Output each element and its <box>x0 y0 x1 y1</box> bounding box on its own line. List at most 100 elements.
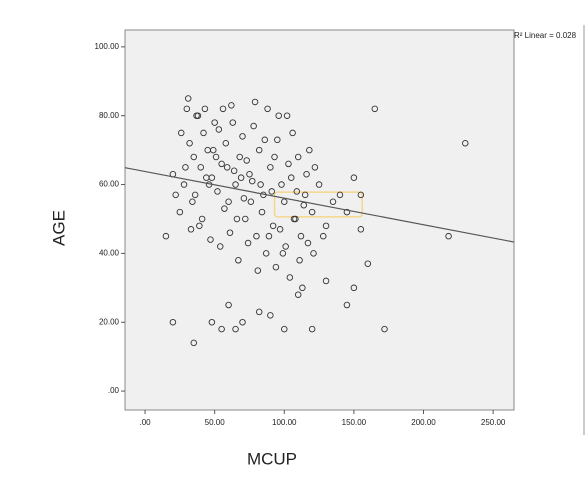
point <box>306 146 313 154</box>
y-tick-label: 20.00 <box>99 317 120 326</box>
x-tick-label: 200.00 <box>411 418 436 427</box>
point <box>197 164 204 171</box>
point <box>445 232 452 240</box>
y-tick-label: 40.00 <box>99 248 120 257</box>
point <box>286 274 294 281</box>
point <box>191 191 199 199</box>
point <box>236 153 243 161</box>
x-tick-label: .00 <box>139 418 151 427</box>
point <box>308 325 316 333</box>
point <box>322 277 330 285</box>
point <box>244 239 252 247</box>
y-tick-label: 100.00 <box>95 42 120 51</box>
point <box>275 112 282 119</box>
point <box>221 205 228 212</box>
point <box>203 174 210 181</box>
fit-annotation: R² Linear = 0.028 <box>514 31 577 40</box>
point <box>381 325 388 333</box>
point <box>320 232 327 240</box>
point <box>283 112 291 119</box>
point <box>226 229 234 236</box>
point <box>315 181 323 188</box>
point <box>279 250 287 257</box>
highlight-box <box>273 191 363 218</box>
point <box>189 198 196 206</box>
point <box>268 188 275 195</box>
point <box>303 170 310 178</box>
point <box>169 318 177 326</box>
point <box>190 339 198 347</box>
point <box>187 226 195 233</box>
point <box>282 243 289 250</box>
point <box>296 257 303 264</box>
point <box>222 139 230 147</box>
y-tick-label: 60.00 <box>99 180 120 189</box>
point <box>180 181 188 188</box>
point <box>228 102 235 109</box>
point <box>267 312 274 319</box>
point <box>297 232 305 240</box>
y-axis-title: AGE <box>49 210 68 246</box>
point <box>218 325 225 333</box>
point <box>336 191 344 199</box>
point <box>246 170 253 178</box>
point <box>196 222 203 230</box>
point <box>225 198 232 206</box>
x-tick-label: 100.00 <box>272 418 297 427</box>
point <box>357 226 365 233</box>
point <box>230 167 238 175</box>
point <box>186 139 193 147</box>
point <box>243 157 250 164</box>
point <box>311 164 319 171</box>
point <box>294 153 302 161</box>
point <box>364 260 372 267</box>
point <box>162 232 170 240</box>
point <box>193 112 200 119</box>
point <box>239 318 246 326</box>
point <box>269 222 277 230</box>
point <box>229 119 237 126</box>
point <box>249 177 256 185</box>
point <box>251 98 259 106</box>
point <box>255 146 263 154</box>
point <box>208 318 216 326</box>
point <box>299 284 306 292</box>
point <box>301 191 309 199</box>
x-axis-title: MCUP <box>247 449 297 468</box>
point <box>218 160 225 168</box>
point <box>274 136 281 144</box>
point <box>310 250 317 257</box>
point <box>350 284 358 292</box>
point <box>285 160 292 168</box>
point <box>343 301 351 309</box>
point <box>215 126 223 133</box>
point <box>290 215 298 223</box>
point <box>265 232 273 240</box>
point <box>462 139 469 147</box>
point <box>242 215 249 223</box>
point <box>329 198 337 206</box>
point <box>235 257 242 264</box>
point <box>276 226 284 233</box>
fit-line <box>124 167 515 243</box>
point <box>232 325 239 333</box>
point <box>250 122 257 130</box>
point <box>237 174 245 181</box>
point <box>350 174 358 181</box>
point <box>190 153 198 161</box>
y-tick-label: .00 <box>108 386 120 395</box>
point <box>247 198 255 206</box>
point <box>177 129 185 137</box>
point <box>287 174 295 181</box>
point <box>201 105 209 113</box>
point <box>176 208 184 216</box>
point <box>232 181 239 188</box>
point <box>207 236 214 243</box>
point <box>281 198 288 206</box>
point <box>200 129 207 137</box>
point <box>240 195 248 202</box>
point <box>257 181 264 188</box>
point <box>272 263 280 271</box>
point <box>212 153 220 161</box>
